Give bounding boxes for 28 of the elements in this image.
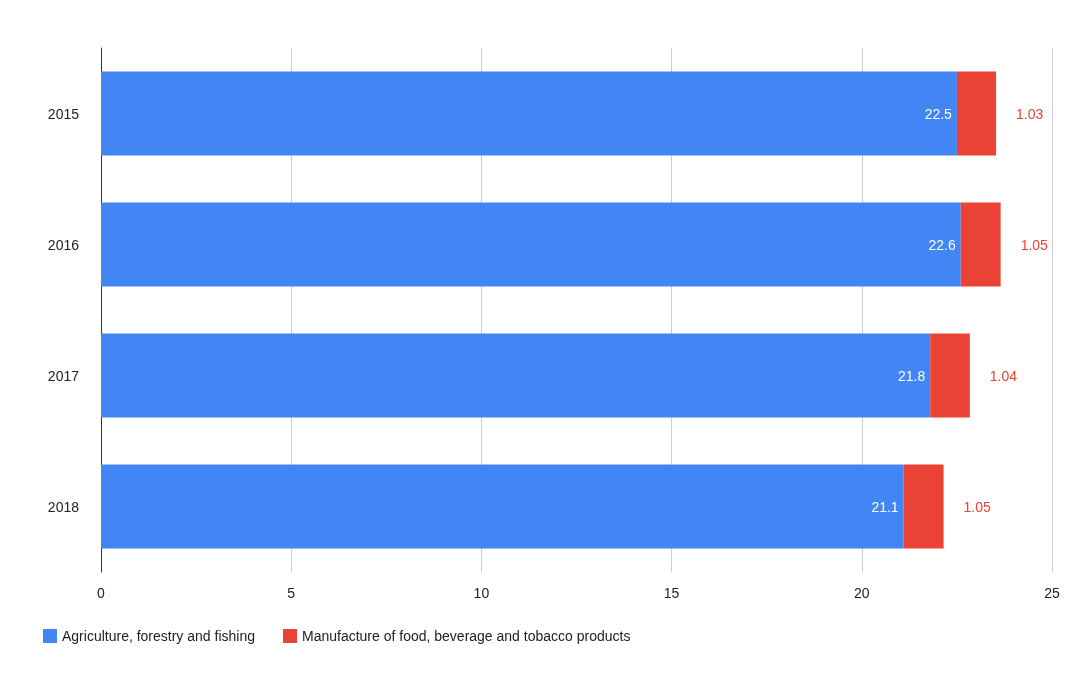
legend-label: Manufacture of food, beverage and tobacco products bbox=[301, 628, 631, 644]
bar bbox=[956, 71, 997, 156]
bar bbox=[960, 202, 1001, 287]
x-tick-label: 5 bbox=[287, 585, 296, 601]
data-label: 1.05 bbox=[1020, 236, 1049, 253]
bar bbox=[101, 333, 931, 418]
x-tick-label: 20 bbox=[854, 585, 870, 601]
bar bbox=[101, 202, 961, 287]
data-label: 22.6 bbox=[928, 236, 956, 253]
data-label: 1.04 bbox=[989, 367, 1018, 384]
y-tick-label: 2017 bbox=[47, 367, 80, 384]
y-tick-label: 2018 bbox=[47, 498, 80, 515]
data-label: 22.5 bbox=[924, 105, 953, 122]
bar bbox=[101, 71, 957, 156]
x-tick-label: 0 bbox=[97, 585, 106, 601]
bar bbox=[101, 464, 904, 549]
data-label: 1.05 bbox=[963, 498, 992, 515]
y-tick-label: 2015 bbox=[47, 105, 80, 122]
legend-label: Agriculture, forestry and fishing bbox=[62, 628, 255, 644]
bar bbox=[930, 333, 970, 418]
y-tick-label: 2016 bbox=[47, 236, 80, 253]
data-label: 21.8 bbox=[898, 367, 926, 384]
x-tick-label: 15 bbox=[663, 585, 680, 601]
bar bbox=[903, 464, 944, 549]
x-tick-label: 25 bbox=[1044, 585, 1060, 601]
data-label: 21.1 bbox=[871, 498, 899, 515]
x-tick-label: 10 bbox=[473, 585, 490, 601]
data-label: 1.03 bbox=[1016, 105, 1044, 122]
